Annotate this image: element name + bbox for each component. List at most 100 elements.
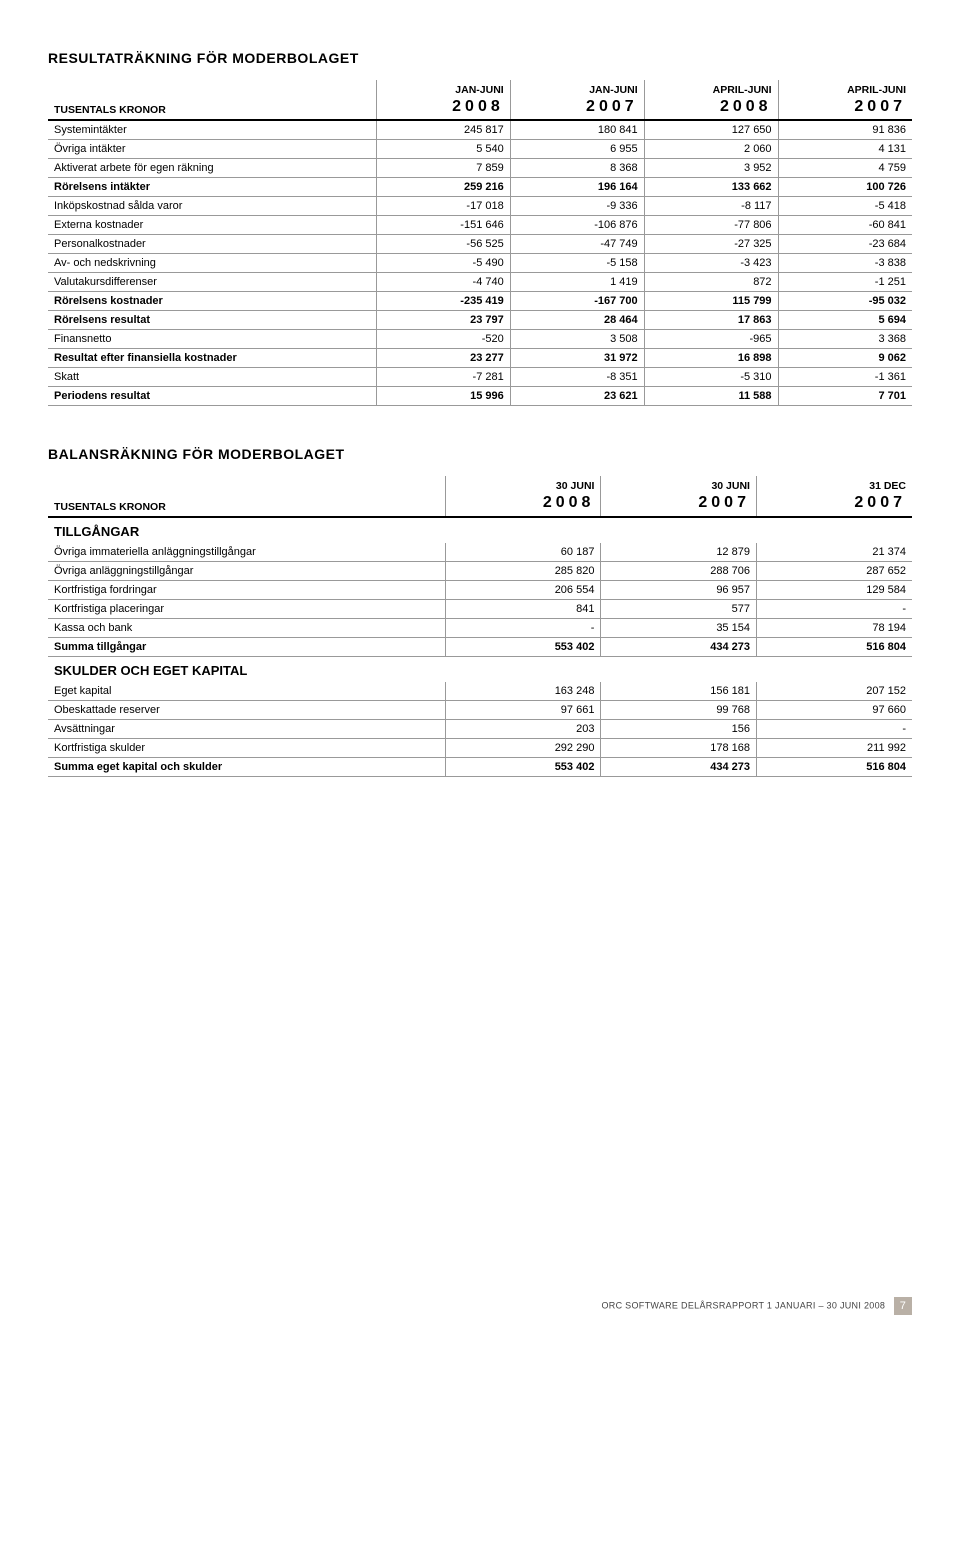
row-label: Kortfristiga placeringar <box>48 599 445 618</box>
col-head: 30 JUNI 2008 <box>445 476 601 516</box>
cell-value: 180 841 <box>510 120 644 140</box>
cell-value: 129 584 <box>756 580 912 599</box>
row-label: Skatt <box>48 368 376 387</box>
cell-value: -5 310 <box>644 368 778 387</box>
cell-value: -27 325 <box>644 235 778 254</box>
footer-text: ORC SOFTWARE DELÅRSRAPPORT 1 JANUARI – 3… <box>601 1300 885 1310</box>
row-label: Personalkostnader <box>48 235 376 254</box>
cell-value: -56 525 <box>376 235 510 254</box>
cell-value: -23 684 <box>778 235 912 254</box>
balance-sheet-table: TUSENTALS KRONOR 30 JUNI 2008 30 JUNI 20… <box>48 476 912 776</box>
cell-value: 245 817 <box>376 120 510 140</box>
cell-value: 872 <box>644 273 778 292</box>
table-row: Rörelsens kostnader-235 419-167 700115 7… <box>48 292 912 311</box>
cell-value: 7 701 <box>778 387 912 406</box>
cell-value: 841 <box>445 599 601 618</box>
col-head: JAN-JUNI 2008 <box>376 80 510 120</box>
cell-value: 3 508 <box>510 330 644 349</box>
cell-value: -235 419 <box>376 292 510 311</box>
cell-value: 5 540 <box>376 140 510 159</box>
cell-value: 23 277 <box>376 349 510 368</box>
cell-value: 97 660 <box>756 700 912 719</box>
table-row: Kortfristiga placeringar841577- <box>48 599 912 618</box>
cell-value: 285 820 <box>445 561 601 580</box>
cell-value: 434 273 <box>601 757 757 776</box>
cell-value: 207 152 <box>756 682 912 701</box>
table-row: Övriga anläggningstillgångar285 820288 7… <box>48 561 912 580</box>
table-header-row: TUSENTALS KRONOR 30 JUNI 2008 30 JUNI 20… <box>48 476 912 516</box>
col-sub: 30 JUNI <box>607 480 750 493</box>
row-label: Rörelsens intäkter <box>48 178 376 197</box>
cell-value: 115 799 <box>644 292 778 311</box>
cell-value: 3 952 <box>644 159 778 178</box>
cell-value: 23 621 <box>510 387 644 406</box>
cell-value: -3 838 <box>778 254 912 273</box>
cell-value: 287 652 <box>756 561 912 580</box>
col-sub: JAN-JUNI <box>383 84 504 97</box>
row-label: Övriga immateriella anläggningstillgånga… <box>48 543 445 562</box>
cell-value: 203 <box>445 719 601 738</box>
table-row: Övriga immateriella anläggningstillgånga… <box>48 543 912 562</box>
row-label: Systemintäkter <box>48 120 376 140</box>
row-label: Aktiverat arbete för egen räkning <box>48 159 376 178</box>
cell-value: -5 418 <box>778 197 912 216</box>
col-sub: APRIL-JUNI <box>785 84 906 97</box>
cell-value: 577 <box>601 599 757 618</box>
income-tbody: Systemintäkter245 817180 841127 65091 83… <box>48 120 912 406</box>
cell-value: -47 749 <box>510 235 644 254</box>
col-year: 2008 <box>452 493 595 514</box>
cell-value: 35 154 <box>601 618 757 637</box>
col-year: 2007 <box>517 97 638 118</box>
table-row: Eget kapital163 248156 181207 152 <box>48 682 912 701</box>
cell-value: 1 419 <box>510 273 644 292</box>
cell-value: 211 992 <box>756 738 912 757</box>
table-row: Externa kostnader-151 646-106 876-77 806… <box>48 216 912 235</box>
page-footer: ORC SOFTWARE DELÅRSRAPPORT 1 JANUARI – 3… <box>48 1297 912 1315</box>
col-sub: 31 DEC <box>763 480 906 493</box>
cell-value: -4 740 <box>376 273 510 292</box>
row-label: Av- och nedskrivning <box>48 254 376 273</box>
col-sub: JAN-JUNI <box>517 84 638 97</box>
cell-value: 91 836 <box>778 120 912 140</box>
cell-value: 156 181 <box>601 682 757 701</box>
col-head: APRIL-JUNI 2008 <box>644 80 778 120</box>
cell-value: -151 646 <box>376 216 510 235</box>
col-head: 30 JUNI 2007 <box>601 476 757 516</box>
table-row: Finansnetto-5203 508-9653 368 <box>48 330 912 349</box>
table-row: Inköpskostnad sålda varor-17 018-9 336-8… <box>48 197 912 216</box>
cell-value: 99 768 <box>601 700 757 719</box>
row-label: Inköpskostnad sålda varor <box>48 197 376 216</box>
cell-value: 196 164 <box>510 178 644 197</box>
cell-value: - <box>445 618 601 637</box>
table-row: Av- och nedskrivning-5 490-5 158-3 423-3… <box>48 254 912 273</box>
table-row: Kortfristiga fordringar206 55496 957129 … <box>48 580 912 599</box>
table-row: Övriga intäkter5 5406 9552 0604 131 <box>48 140 912 159</box>
cell-value: 7 859 <box>376 159 510 178</box>
cell-value: 434 273 <box>601 637 757 656</box>
row-header-label: TUSENTALS KRONOR <box>48 80 376 120</box>
cell-value: -9 336 <box>510 197 644 216</box>
cell-value: 21 374 <box>756 543 912 562</box>
cell-value: 16 898 <box>644 349 778 368</box>
cell-value: 178 168 <box>601 738 757 757</box>
row-label: Kortfristiga skulder <box>48 738 445 757</box>
row-header-label: TUSENTALS KRONOR <box>48 476 445 516</box>
table-row: Valutakursdifferenser-4 7401 419872-1 25… <box>48 273 912 292</box>
cell-value: 133 662 <box>644 178 778 197</box>
table-header-row: TUSENTALS KRONOR JAN-JUNI 2008 JAN-JUNI … <box>48 80 912 120</box>
cell-value: -8 351 <box>510 368 644 387</box>
col-year: 2008 <box>651 97 772 118</box>
row-label: Finansnetto <box>48 330 376 349</box>
row-label: Kassa och bank <box>48 618 445 637</box>
col-sub: 30 JUNI <box>452 480 595 493</box>
cell-value: 96 957 <box>601 580 757 599</box>
col-head: APRIL-JUNI 2007 <box>778 80 912 120</box>
row-label: Obeskattade reserver <box>48 700 445 719</box>
col-year: 2007 <box>607 493 750 514</box>
income-statement-table: TUSENTALS KRONOR JAN-JUNI 2008 JAN-JUNI … <box>48 80 912 406</box>
page-number: 7 <box>894 1297 912 1315</box>
cell-value: -8 117 <box>644 197 778 216</box>
cell-value: 3 368 <box>778 330 912 349</box>
table-row: Avsättningar203156- <box>48 719 912 738</box>
cell-value: 127 650 <box>644 120 778 140</box>
